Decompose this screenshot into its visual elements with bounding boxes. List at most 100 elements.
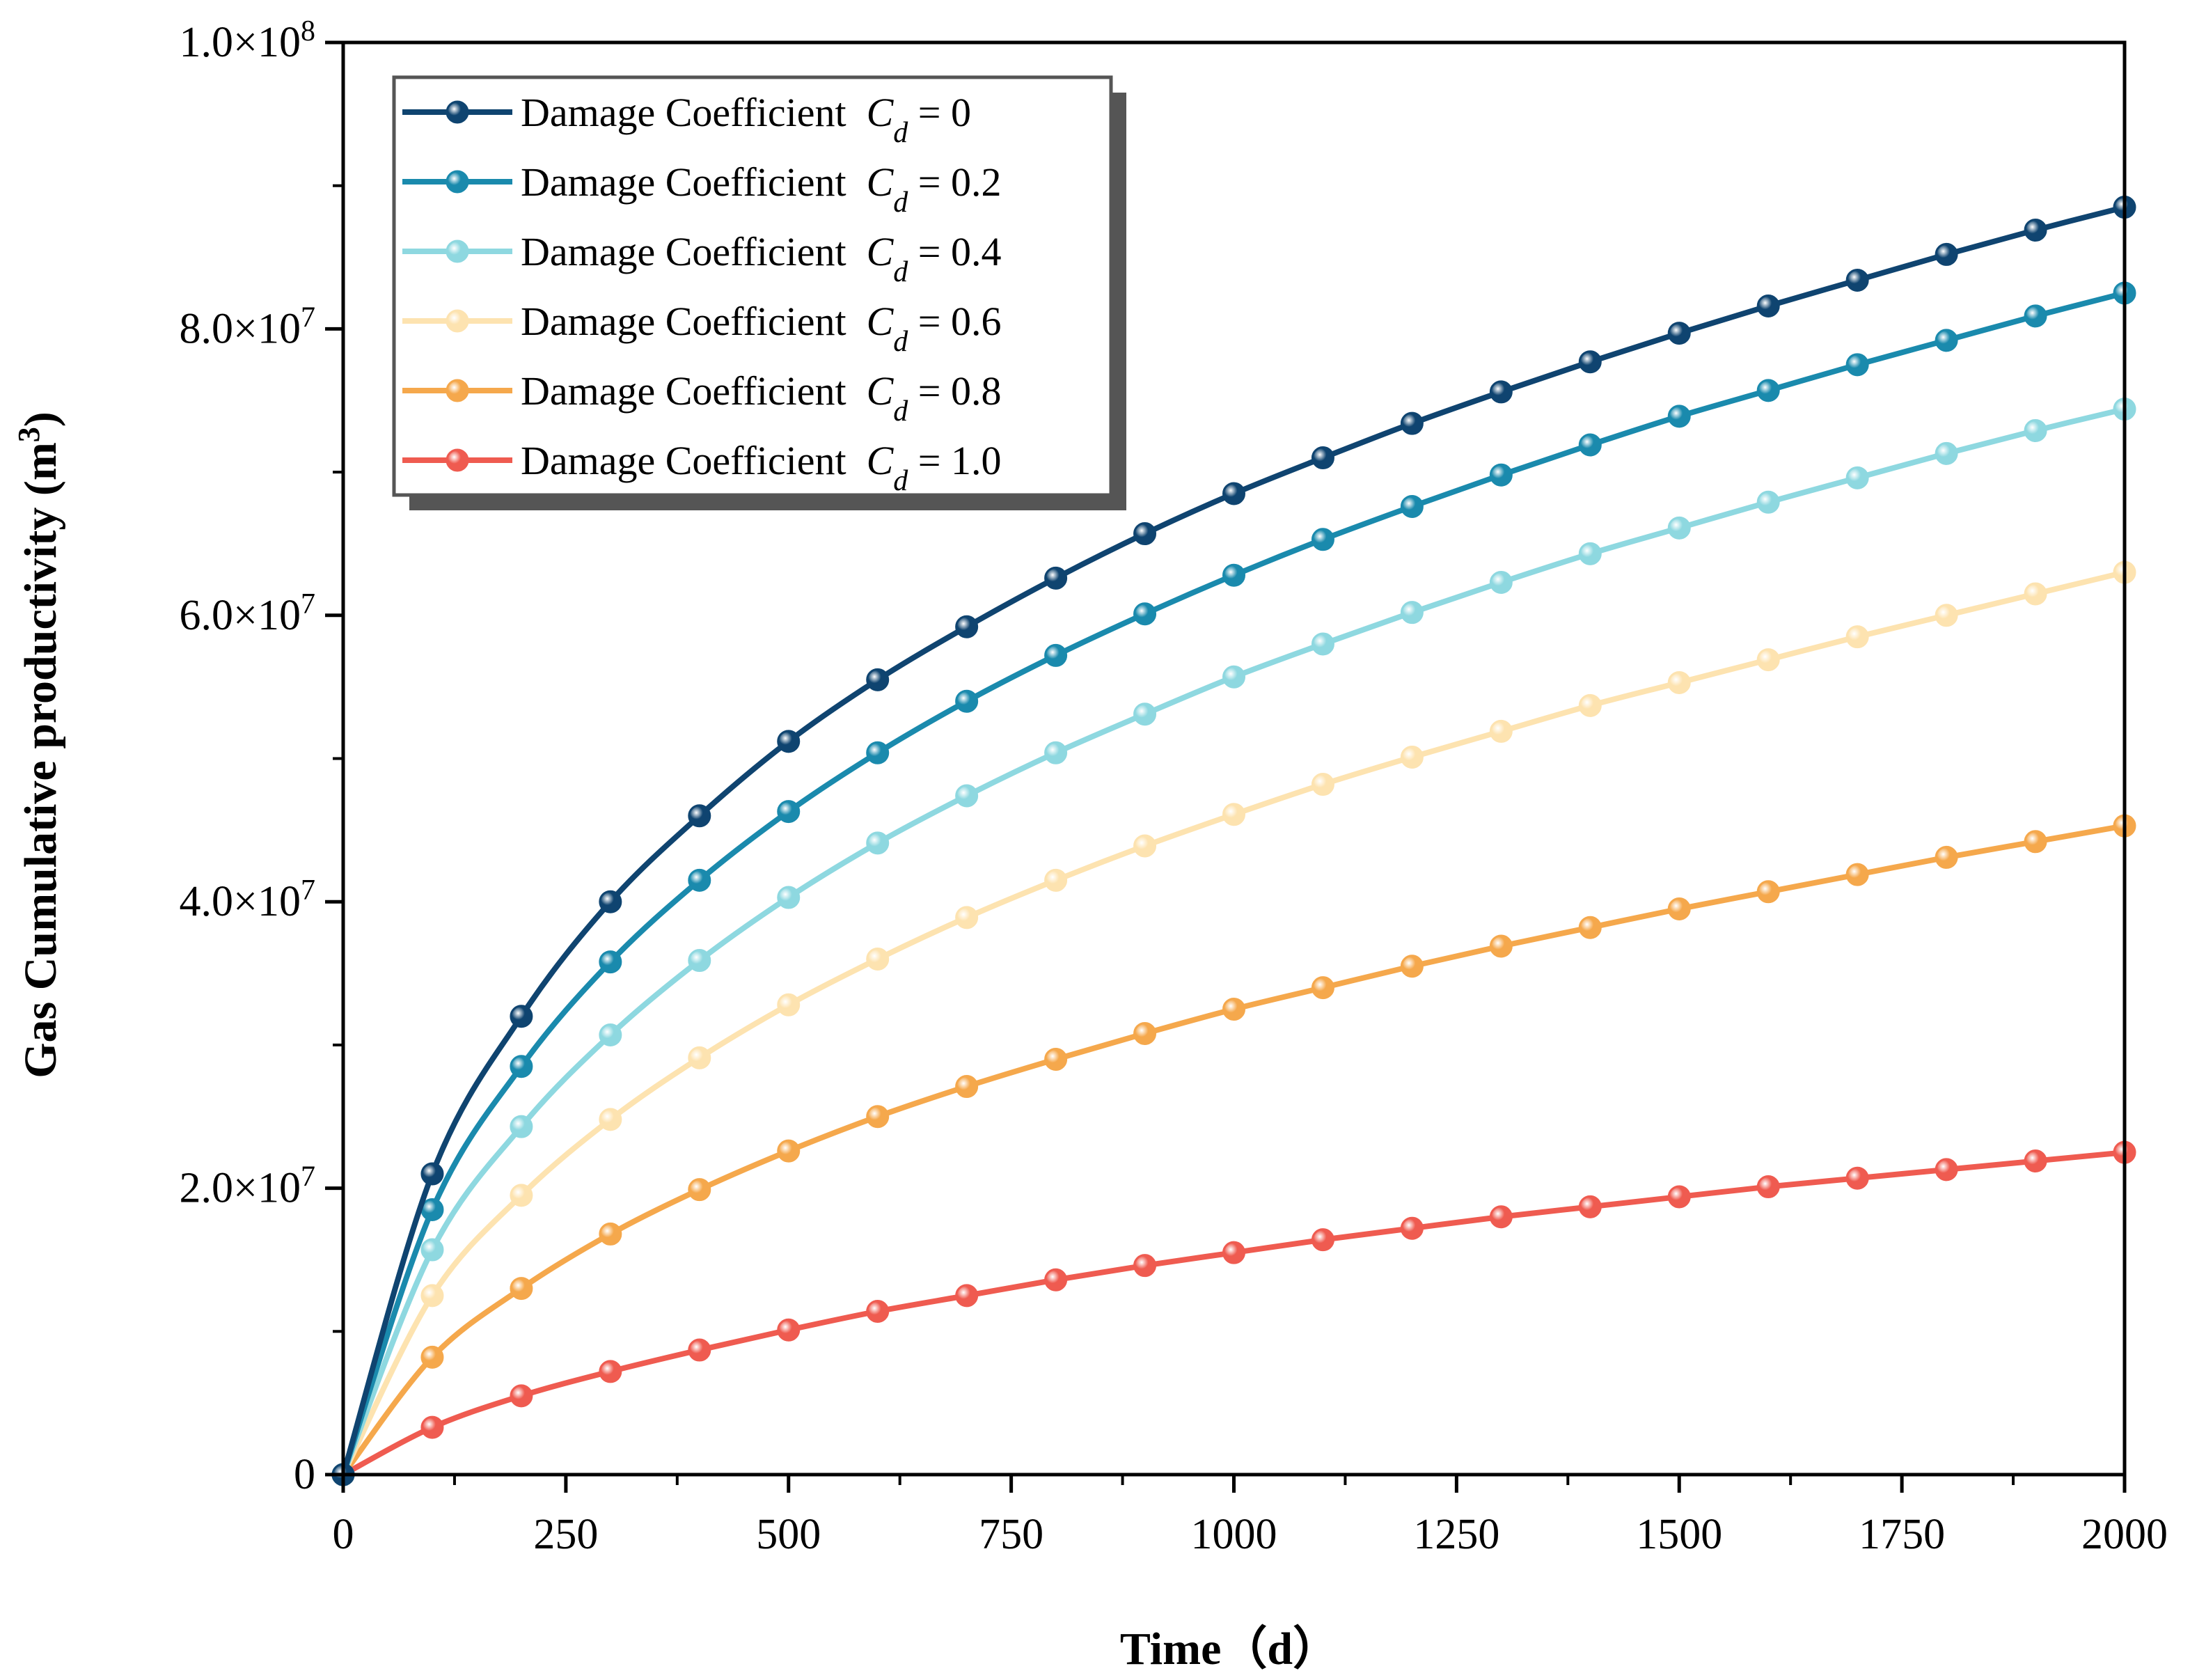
y-axis-title-main: Gas Cumulative productivity (m <box>15 442 66 1078</box>
data-point <box>1578 542 1602 565</box>
data-point <box>1222 665 1245 689</box>
data-point <box>1489 934 1513 958</box>
data-point <box>1311 528 1334 551</box>
y-tick-label: 1.0×108 <box>180 15 315 66</box>
y-tick-label-base: 1.0×10 <box>180 19 301 66</box>
legend-label: Damage Coefficient Cd = 0.2 <box>521 159 1001 219</box>
data-point <box>1667 322 1691 345</box>
y-tick-label-base: 6.0×10 <box>180 592 301 639</box>
data-point <box>1311 1228 1334 1252</box>
data-point <box>1133 522 1157 546</box>
data-point <box>1489 570 1513 594</box>
series-line <box>342 1149 2125 1477</box>
data-point <box>777 730 801 753</box>
data-point <box>1578 1195 1602 1218</box>
data-point <box>1489 463 1513 487</box>
legend-label: Damage Coefficient Cd = 0.4 <box>521 229 1001 288</box>
y-tick-label-base: 2.0×10 <box>180 1165 301 1212</box>
data-point <box>1133 1021 1157 1045</box>
x-tick-label: 750 <box>979 1511 1043 1558</box>
data-point <box>1311 976 1334 1000</box>
data-point <box>1044 643 1068 667</box>
data-point <box>1578 693 1602 717</box>
legend-label-variable: C <box>867 299 895 344</box>
data-point <box>1935 329 1958 352</box>
data-point <box>1489 1205 1513 1229</box>
legend-label-variable: C <box>867 229 895 274</box>
data-point <box>510 1115 533 1138</box>
data-point <box>688 1178 711 1202</box>
data-point <box>420 1415 444 1439</box>
legend-label-value: = 0.4 <box>908 229 1001 274</box>
legend-label-subscript: d <box>893 256 908 288</box>
x-tick-label: 0 <box>333 1511 354 1558</box>
legend-marker <box>446 240 469 263</box>
data-point <box>955 784 979 808</box>
legend-marker <box>446 448 469 472</box>
data-point <box>510 1384 533 1408</box>
data-point <box>1845 625 1869 649</box>
data-point <box>1222 803 1245 826</box>
data-point <box>1845 1166 1869 1190</box>
series-group <box>331 196 2136 1486</box>
x-tick-label: 250 <box>533 1511 598 1558</box>
data-point <box>1756 880 1780 904</box>
data-point <box>1044 566 1068 590</box>
data-point <box>510 1005 533 1028</box>
legend-label: Damage Coefficient Cd = 0.6 <box>521 299 1001 358</box>
data-point <box>1044 741 1068 764</box>
x-tick-label: 1750 <box>1859 1511 1945 1558</box>
data-point <box>688 804 711 828</box>
data-point <box>599 1023 622 1047</box>
axes: 0 250 500 750 1000 1250 1500 1750 200002.0×1074.… <box>180 15 2168 1558</box>
data-point <box>1578 433 1602 457</box>
data-point <box>510 1184 533 1207</box>
data-point <box>599 890 622 913</box>
y-tick-label-exponent: 7 <box>301 588 315 620</box>
data-point <box>777 1139 801 1163</box>
data-point <box>1222 563 1245 587</box>
legend-label-value: = 0 <box>908 90 971 135</box>
legend-label-variable: C <box>867 90 895 135</box>
data-point <box>688 1338 711 1362</box>
legend-label-subscript: d <box>893 187 908 219</box>
y-tick-label-exponent: 7 <box>301 1161 315 1193</box>
data-point <box>2024 218 2047 242</box>
data-point <box>2024 1149 2047 1173</box>
y-tick-label-exponent: 7 <box>301 301 315 333</box>
data-point <box>866 947 890 971</box>
data-point <box>866 668 890 691</box>
data-point <box>1133 702 1157 726</box>
data-point <box>955 1075 979 1099</box>
data-point <box>1489 719 1513 743</box>
legend-label-name: Damage Coefficient <box>521 229 867 274</box>
data-point <box>1756 379 1780 402</box>
data-point <box>1222 997 1245 1021</box>
data-point <box>1311 632 1334 656</box>
data-point <box>510 1055 533 1078</box>
data-point <box>1133 1254 1157 1278</box>
data-point <box>1044 1047 1068 1071</box>
legend-label-subscript: d <box>893 326 908 358</box>
series-group <box>331 814 2136 1486</box>
data-point <box>777 993 801 1016</box>
data-point <box>1667 1185 1691 1209</box>
data-point <box>1845 466 1869 489</box>
data-point <box>866 831 890 855</box>
series-line <box>340 406 2125 1476</box>
data-point <box>1400 955 1424 978</box>
data-point <box>866 741 890 764</box>
y-tick-label: 4.0×107 <box>180 874 315 925</box>
data-point <box>1044 1268 1068 1292</box>
legend-entry: Damage Coefficient Cd = 0 <box>402 90 971 149</box>
data-point <box>2024 830 2047 854</box>
series-group <box>331 560 2136 1486</box>
data-point <box>866 1300 890 1324</box>
data-point <box>1400 494 1424 518</box>
data-point <box>420 1238 444 1262</box>
data-point <box>2024 418 2047 442</box>
legend-label-variable: C <box>867 368 895 414</box>
data-point <box>1935 1158 1958 1182</box>
data-point <box>2024 304 2047 328</box>
